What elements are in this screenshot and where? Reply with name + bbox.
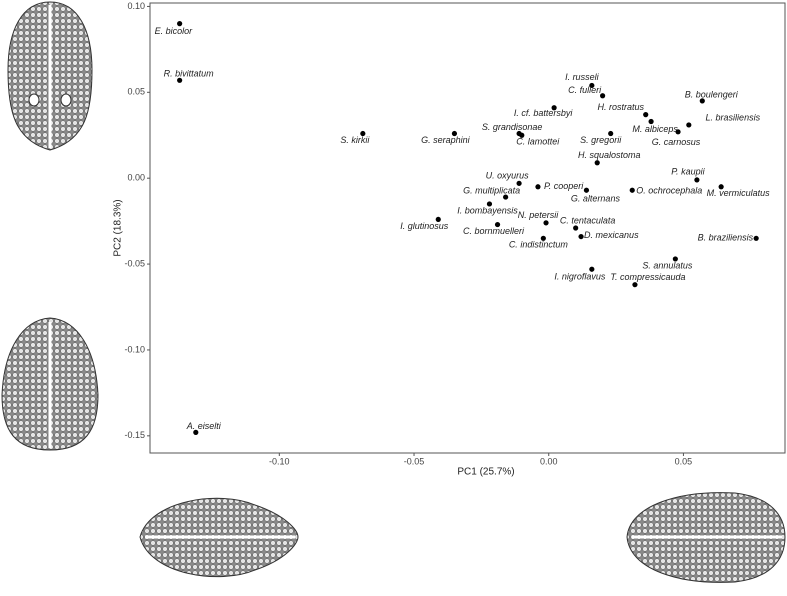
point	[694, 177, 700, 183]
point-label: M. vermiculatus	[707, 188, 771, 198]
point	[675, 129, 681, 135]
point-label: I. nigroflavus	[554, 272, 606, 282]
point	[573, 225, 579, 231]
y-tick-label: -0.15	[124, 430, 145, 440]
point	[629, 187, 635, 193]
x-tick-label: -0.10	[269, 456, 290, 466]
point	[608, 130, 614, 137]
point	[648, 118, 654, 125]
point	[543, 220, 549, 226]
point-label: E. bicolor	[155, 26, 194, 36]
point	[494, 221, 501, 228]
point	[753, 235, 759, 241]
point-label: I. russeli	[565, 72, 600, 82]
point-label: T. compressicauda	[610, 272, 685, 282]
y-axis-title: PC2 (18.3%)	[113, 199, 124, 256]
point-label: G. alternans	[571, 194, 621, 204]
point-label: S. grandisonae	[482, 122, 543, 132]
skull-mid-left	[1, 317, 99, 451]
point	[594, 160, 600, 166]
point	[435, 216, 441, 223]
point-label: M. albiceps	[632, 124, 678, 134]
point-label: S. annulatus	[642, 260, 693, 270]
x-tick-label: -0.05	[404, 456, 425, 466]
point-label: S. kirkii	[340, 135, 370, 145]
point	[686, 122, 692, 128]
skull-bottom-left	[139, 497, 299, 578]
point-label: B. braziliensis	[698, 233, 754, 243]
x-tick-label: 0.00	[540, 456, 558, 466]
x-tick-label: 0.05	[675, 456, 693, 466]
point	[177, 21, 183, 27]
point-label: O. ochrocephala	[636, 186, 702, 196]
y-tick-label: 0.10	[127, 1, 145, 11]
point	[583, 187, 590, 193]
point-label: G. seraphini	[421, 135, 471, 145]
y-tick-label: -0.10	[124, 344, 145, 354]
point-label: I. bombayensis	[457, 205, 518, 215]
point	[360, 130, 366, 137]
point-label: S. gregorii	[580, 135, 622, 145]
skull-top-left	[7, 1, 93, 151]
point-label: H. rostratus	[597, 102, 644, 112]
y-tick-label: 0.05	[127, 87, 145, 97]
point-label: C. tentaculata	[560, 215, 616, 225]
point	[643, 112, 649, 118]
point	[551, 105, 557, 111]
point-label: A. eiselti	[186, 421, 222, 431]
point	[177, 77, 183, 83]
point-label: P. kaupii	[671, 166, 705, 176]
point-label: L. brasiliensis	[706, 112, 761, 122]
point	[632, 282, 638, 288]
point-label: C. indistinctum	[509, 240, 569, 250]
point-label: I. glutinosus	[400, 221, 449, 231]
point	[519, 132, 525, 138]
point-label: C. lamottei	[516, 137, 560, 147]
point	[451, 130, 458, 137]
point-label: G. carnosus	[652, 137, 701, 147]
point	[672, 256, 678, 262]
point	[540, 235, 546, 241]
plot-frame	[149, 2, 786, 454]
point	[699, 98, 705, 104]
point-label: C. bornmuelleri	[463, 226, 525, 236]
point-label: D. mexicanus	[584, 230, 639, 240]
point	[589, 266, 595, 272]
point-label: R. bivittatum	[164, 69, 215, 79]
point	[578, 233, 584, 240]
point	[516, 180, 522, 186]
point-label: U. oxyurus	[486, 171, 530, 181]
skull-bottom-right	[626, 492, 786, 583]
point	[486, 201, 493, 207]
point	[718, 184, 724, 190]
point-label: P. cooperi	[544, 181, 584, 191]
x-axis-title: PC1 (25.7%)	[457, 467, 514, 478]
point-label: N. petersii	[518, 210, 560, 220]
point	[600, 93, 606, 99]
point-label: G. multiplicata	[463, 185, 520, 195]
point-label: H. squalostoma	[578, 150, 641, 160]
point-label: C. fulleri	[568, 85, 602, 95]
y-tick-label: -0.05	[124, 258, 145, 268]
y-tick-label: 0.00	[127, 173, 145, 183]
point	[503, 194, 509, 200]
point	[535, 184, 541, 190]
point	[589, 82, 595, 89]
point-label: B. boulengeri	[685, 89, 739, 99]
point	[193, 429, 199, 435]
point-label: I. cf. battersbyi	[514, 108, 574, 118]
